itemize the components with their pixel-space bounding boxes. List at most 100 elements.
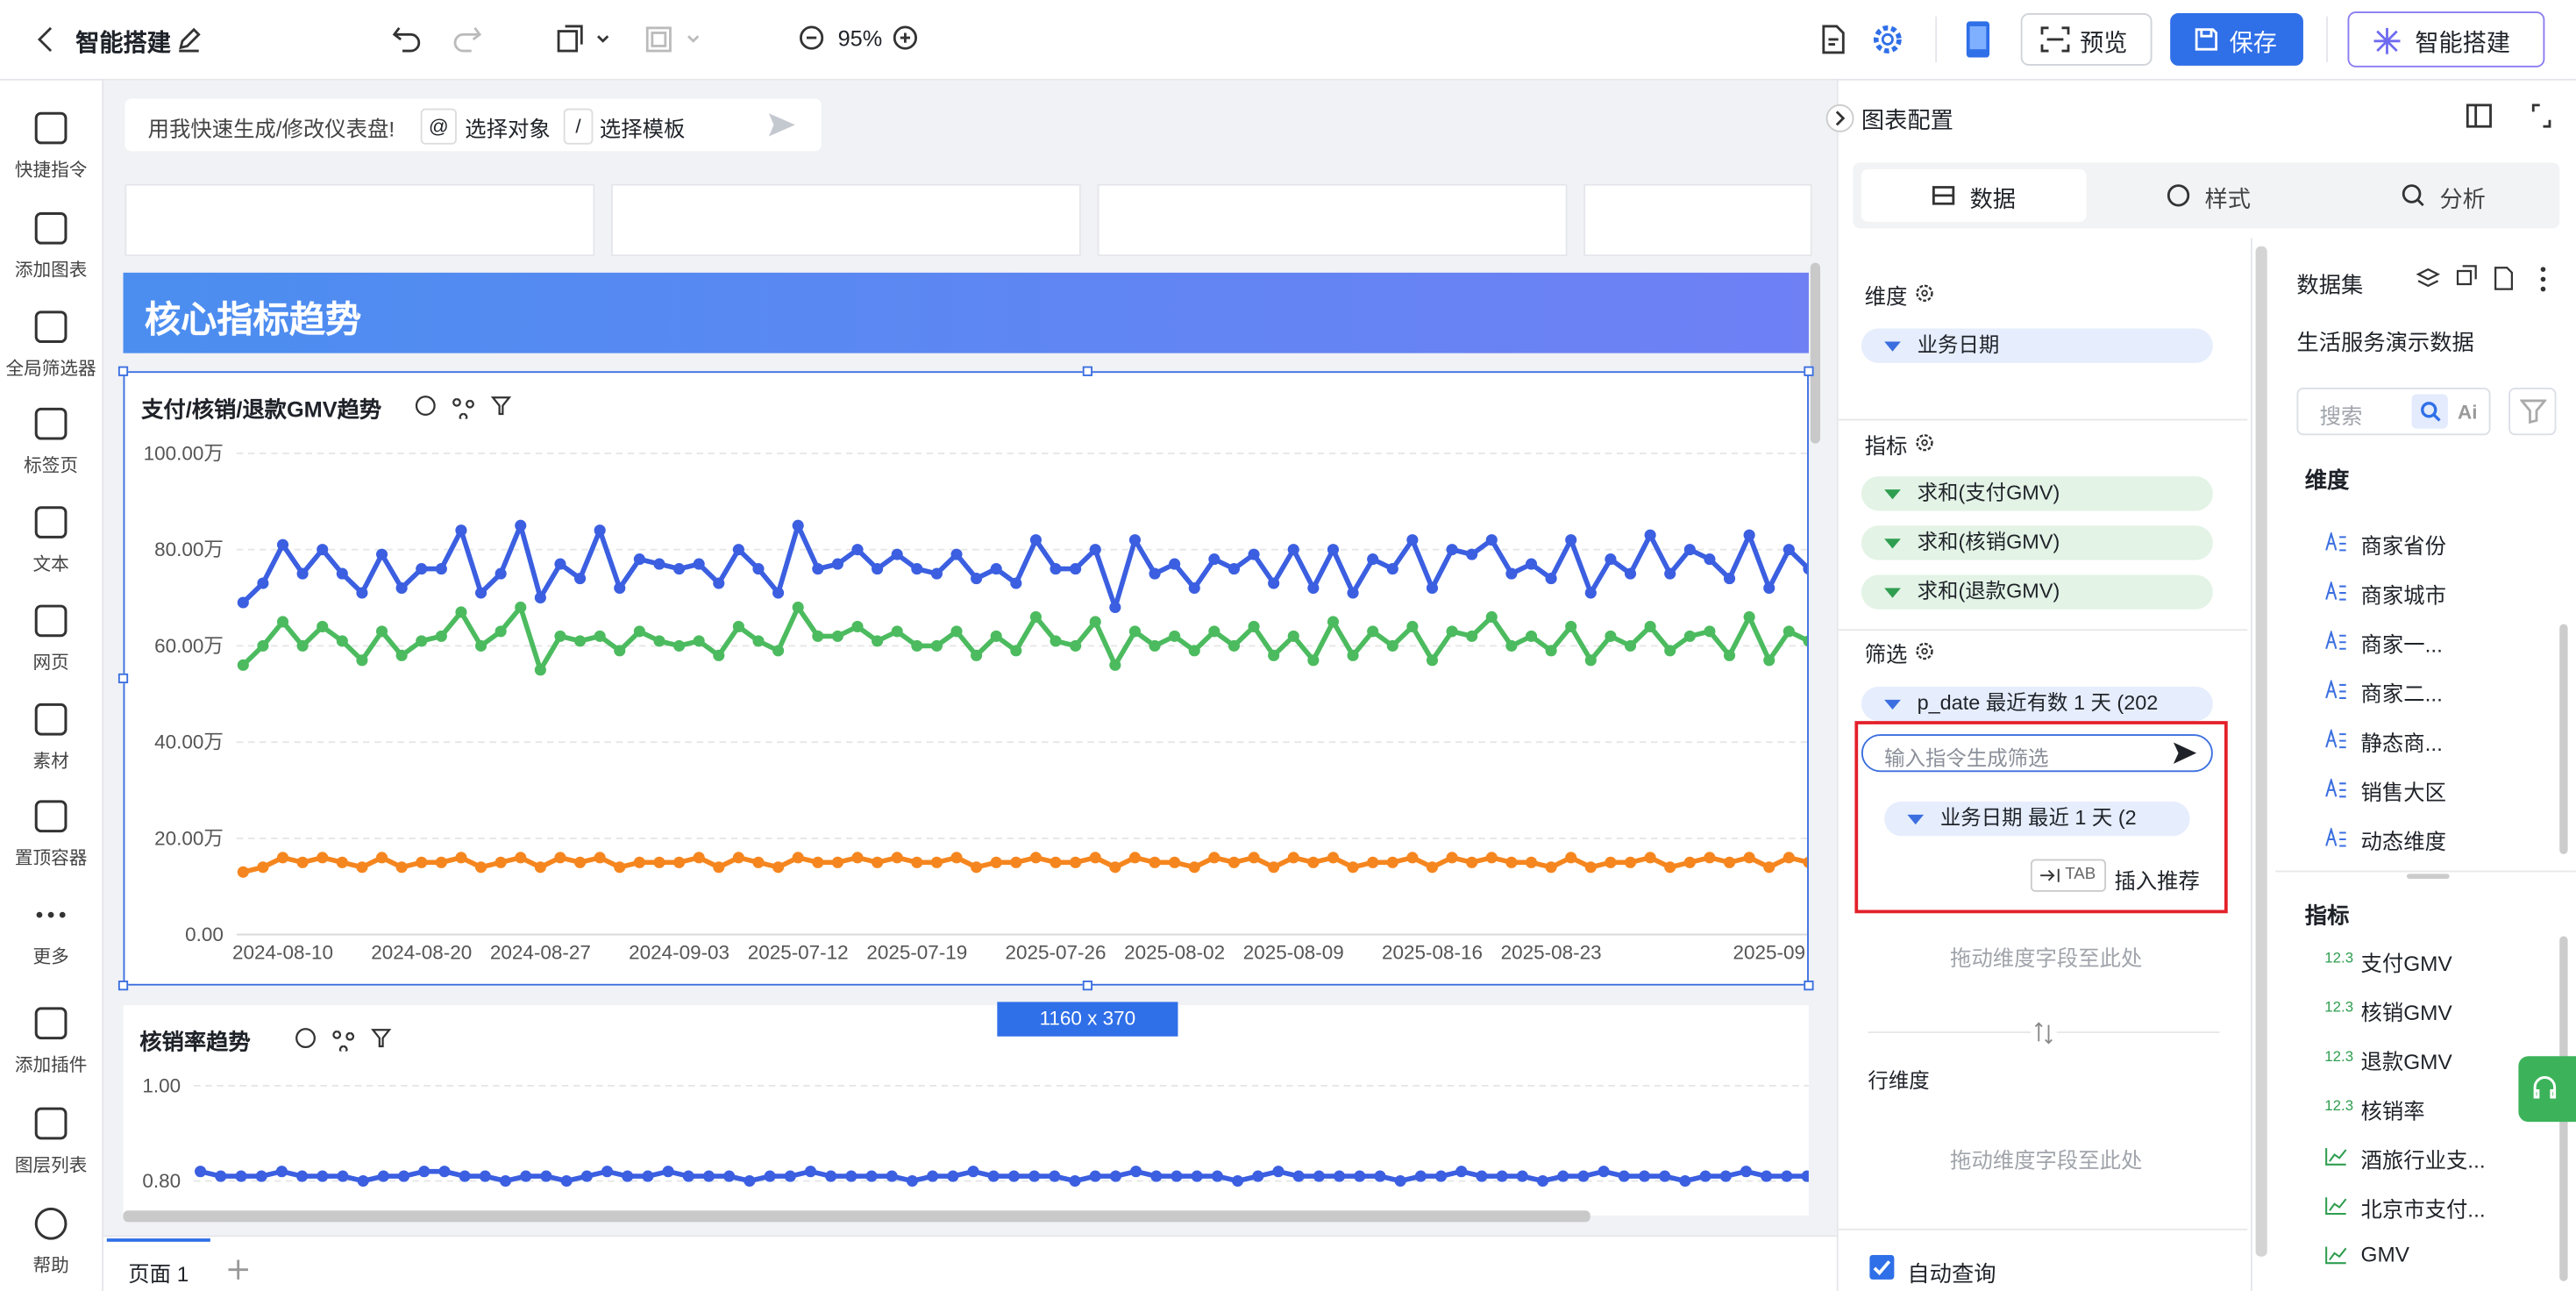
sidebar-label[interactable]: 更多: [32, 947, 69, 968]
data-point: [1446, 625, 1458, 638]
dimension-item[interactable]: 商家城市: [2360, 582, 2446, 608]
data-point: [1130, 1166, 1142, 1178]
dimension-item[interactable]: 静态商...: [2360, 731, 2443, 756]
metric-field[interactable]: 求和(支付GMV): [1861, 476, 2213, 511]
dimension-field[interactable]: 业务日期: [1861, 328, 2213, 363]
mobile-icon[interactable]: [1963, 19, 1993, 59]
tab-active[interactable]: [1861, 168, 2087, 222]
data-point: [723, 1170, 736, 1182]
sidebar-label[interactable]: 标签页: [24, 456, 79, 477]
data-point: [534, 861, 546, 874]
data-point: [1347, 649, 1359, 661]
preview-button[interactable]: [2020, 12, 2153, 66]
v-scrollbar[interactable]: [1810, 262, 1821, 444]
prompt-template[interactable]: 选择模板: [599, 116, 686, 142]
sidebar-label[interactable]: 添加图表: [14, 260, 88, 282]
metric-item[interactable]: 核销GMV: [2360, 1000, 2452, 1025]
sidebar-label[interactable]: 添加插件: [14, 1056, 88, 1076]
sidebar-label[interactable]: 素材: [32, 752, 69, 773]
data-point: [1664, 645, 1676, 657]
tab[interactable]: 样式: [2204, 185, 2251, 212]
filter-field[interactable]: p_date 最近有数 1 天 (202: [1861, 686, 2213, 722]
ai-build-button[interactable]: [2347, 11, 2545, 68]
dataset-icons[interactable]: [2415, 265, 2563, 295]
insert-button[interactable]: 插入推荐: [2114, 868, 2200, 894]
sidebar-label[interactable]: 全局筛选器: [5, 360, 96, 380]
add-page[interactable]: [225, 1257, 252, 1283]
dimension-item[interactable]: 商家省份: [2360, 533, 2446, 559]
filter-input[interactable]: [1861, 734, 2213, 773]
metric-item[interactable]: 支付GMV: [2360, 951, 2452, 976]
data-point: [1208, 625, 1220, 638]
dimension-item[interactable]: 动态维度: [2360, 829, 2446, 854]
ai-button[interactable]: Ai: [2458, 400, 2478, 424]
chart-card[interactable]: 支付/核销/退款GMV趋势 0.00 20.00万 40.00万 60.00万 80.00…: [123, 371, 1809, 986]
dimension-item[interactable]: 销售大区: [2360, 780, 2446, 805]
sidebar-label[interactable]: 图层列表: [14, 1156, 88, 1176]
chart-title-icons: [415, 396, 512, 419]
sidebar-icon: [34, 407, 68, 440]
resize-handle[interactable]: [2406, 874, 2450, 879]
sidebar-label[interactable]: 帮助: [32, 1256, 69, 1277]
page-tabs: [103, 1235, 1837, 1291]
send-icon[interactable]: [765, 110, 798, 139]
sidebar-label[interactable]: 文本: [32, 555, 69, 575]
prompt-slash[interactable]: /: [563, 108, 594, 145]
edit-icon[interactable]: [175, 26, 202, 53]
layout-icon[interactable]: [643, 21, 708, 57]
data-point: [479, 1170, 491, 1182]
metric-field[interactable]: 求和(核销GMV): [1861, 525, 2213, 560]
auto-query-checkbox[interactable]: [1869, 1254, 1896, 1281]
data-point: [682, 1170, 694, 1182]
metric-item[interactable]: 退款GMV: [2360, 1049, 2452, 1074]
h-scrollbar[interactable]: [123, 1210, 1590, 1223]
dimension-item[interactable]: 商家二...: [2360, 681, 2443, 707]
list-scrollbar[interactable]: [2559, 624, 2568, 854]
copy-icon[interactable]: [552, 21, 618, 57]
swap-icon[interactable]: [2030, 1020, 2057, 1046]
sidebar-label[interactable]: 置顶容器: [14, 849, 88, 869]
chart-card[interactable]: 核销率趋势 0.80 1.00: [123, 1005, 1809, 1216]
data-point: [1761, 1170, 1773, 1182]
filter-button[interactable]: [2508, 387, 2557, 436]
data-point: [772, 861, 785, 874]
panel-icons[interactable]: [2465, 102, 2563, 132]
prompt-bar[interactable]: [125, 98, 822, 152]
config-scrollbar[interactable]: [2255, 246, 2267, 1257]
metric-item[interactable]: GMV: [2360, 1241, 2410, 1266]
filter-send[interactable]: [2172, 741, 2198, 766]
save-button[interactable]: [2170, 12, 2303, 66]
file-icon[interactable]: [1817, 23, 1849, 55]
prompt-at[interactable]: @: [420, 108, 457, 145]
sidebar-label[interactable]: 快捷指令: [14, 160, 88, 182]
redo-icon[interactable]: [449, 21, 485, 57]
back-icon[interactable]: [30, 23, 62, 55]
search-button[interactable]: [2411, 394, 2448, 429]
zoom-in[interactable]: [892, 25, 922, 54]
filter-suggestion[interactable]: 业务日期 最近 1 天 (2: [1884, 801, 2190, 837]
data-point: [1584, 861, 1597, 874]
metric-item[interactable]: 北京市支付...: [2360, 1197, 2486, 1223]
data-point: [1327, 544, 1340, 556]
help-float-button[interactable]: [2518, 1056, 2576, 1123]
settings-icon[interactable]: [1871, 23, 1904, 55]
metric-item[interactable]: 核销率: [2360, 1098, 2425, 1123]
icon-shape: [2325, 778, 2346, 798]
metric-item[interactable]: 酒旅行业支...: [2360, 1148, 2486, 1173]
data-point: [580, 1170, 593, 1182]
zoom-out[interactable]: [799, 25, 829, 54]
undo-icon[interactable]: [389, 21, 425, 57]
prompt-object[interactable]: 选择对象: [465, 116, 551, 142]
collapse-button[interactable]: [1824, 102, 1856, 134]
data-point: [1347, 587, 1359, 599]
data-point: [1354, 1170, 1366, 1182]
page-tab[interactable]: 页面 1: [106, 1238, 210, 1291]
data-point: [257, 639, 269, 652]
data-point: [1505, 639, 1518, 652]
dimension-item[interactable]: 商家一...: [2360, 632, 2443, 658]
tab[interactable]: 数据: [1969, 185, 2017, 212]
search-box[interactable]: [2296, 387, 2491, 436]
tab[interactable]: 分析: [2439, 185, 2486, 212]
sidebar-label[interactable]: 网页: [32, 653, 69, 674]
metric-field[interactable]: 求和(退款GMV): [1861, 574, 2213, 610]
